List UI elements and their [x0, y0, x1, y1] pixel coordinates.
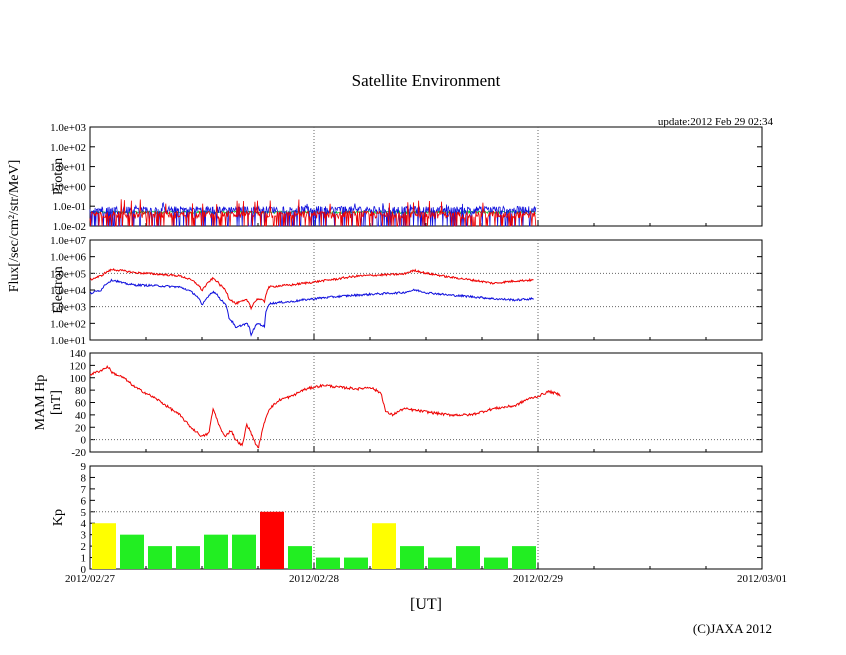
- x-axis-label: [UT]: [410, 596, 442, 613]
- kp-bar: [288, 546, 312, 569]
- y-tick-label: 120: [70, 360, 87, 372]
- y-tick-label: 1.0e+03: [50, 302, 86, 314]
- kp-bar: [372, 523, 396, 569]
- y-tick-label: 1.0e+00: [50, 181, 86, 193]
- kp-bar: [232, 534, 256, 569]
- y-tick-label: 1.0e+01: [50, 335, 86, 347]
- kp-bar: [204, 534, 228, 569]
- kp-bar: [456, 546, 480, 569]
- kp-bar: [400, 546, 424, 569]
- y-tick-label: 0: [81, 435, 87, 447]
- electron-series-high-energy: [89, 267, 534, 311]
- y-tick-label: 1.0e+07: [50, 235, 86, 247]
- y-tick-label: 1.0e+05: [50, 268, 86, 280]
- proton-series-blue: [89, 201, 537, 227]
- chart-panels: 1.0e+03 1.0e+02 1.0e+01 1.0e+00 1.0e-01 1.0e-…: [7, 122, 787, 585]
- panel-frame-hp: [89, 352, 763, 453]
- kp-bar: [176, 546, 200, 569]
- panel-frame-electron: [89, 239, 763, 341]
- y-tick-label: 1: [81, 553, 87, 565]
- y-axis-label: MAM Hp: [33, 375, 48, 431]
- y-axis-label: Electron: [51, 266, 66, 313]
- y-tick-label: 1.0e+03: [50, 122, 86, 134]
- y-tick-label: 1.0e+06: [50, 252, 86, 264]
- y-tick-label: 5: [81, 507, 87, 519]
- proton-series-red: [89, 199, 537, 227]
- y-tick-label: 1.0e+02: [50, 142, 86, 154]
- y-tick-label: 1.0e-01: [53, 201, 86, 213]
- y-tick-label: 1.0e+02: [50, 318, 86, 330]
- y-tick-label: 2: [81, 541, 87, 553]
- hp-series-Hp: [89, 364, 561, 449]
- y-tick-label: 9: [81, 461, 87, 473]
- y-tick-label: 4: [81, 518, 87, 530]
- y-axis-label: Proton: [51, 158, 66, 195]
- kp-bar: [344, 557, 368, 569]
- x-tick-label: 2012/02/29: [513, 573, 564, 585]
- y-tick-label: 0: [81, 564, 87, 576]
- y-axis-label: Kp: [51, 509, 66, 526]
- kp-bar: [120, 534, 144, 569]
- x-tick-label: 2012/03/01: [737, 573, 787, 585]
- flux-axis-label: Flux[/sec/cm²/str/MeV]: [7, 160, 22, 293]
- electron-series-low-energy: [89, 278, 534, 337]
- y-tick-label: 60: [75, 398, 87, 410]
- panel-electron: 1.0e+07 1.0e+06 1.0e+05 1.0e+04 1.0e+03 1.0e+…: [50, 235, 763, 347]
- y-tick-label: 140: [70, 348, 87, 360]
- chart-title: Satellite Environment: [352, 71, 501, 90]
- y-tick-label: 20: [75, 422, 87, 434]
- y-tick-label: 6: [81, 495, 87, 507]
- kp-bar: [428, 557, 452, 569]
- y-tick-label: 8: [81, 472, 87, 484]
- kp-bar: [512, 546, 536, 569]
- y-tick-label: 100: [70, 373, 87, 385]
- kp-bar: [92, 523, 116, 569]
- panel-proton: 1.0e+03 1.0e+02 1.0e+01 1.0e+00 1.0e-01 1.0e-…: [50, 122, 763, 233]
- kp-bar: [316, 557, 340, 569]
- kp-bar: [260, 511, 284, 569]
- x-tick-label: 2012/02/28: [289, 573, 340, 585]
- y-tick-label: 80: [75, 385, 87, 397]
- kp-bar: [148, 546, 172, 569]
- kp-bar: [484, 557, 508, 569]
- y-tick-label: 3: [81, 530, 87, 542]
- y-tick-label: 40: [75, 410, 87, 422]
- y-tick-label: 7: [81, 484, 87, 496]
- y-tick-label: 1.0e+01: [50, 162, 86, 174]
- y-tick-label: -20: [71, 447, 86, 459]
- copyright: (C)JAXA 2012: [693, 621, 772, 636]
- y-axis-unit: [nT]: [49, 390, 64, 415]
- update-timestamp: update:2012 Feb 29 02:34: [658, 116, 774, 128]
- y-tick-label: 1.0e+04: [50, 285, 86, 297]
- x-tick-label: 2012/02/27: [65, 573, 116, 585]
- y-tick-label: 1.0e-02: [53, 221, 86, 233]
